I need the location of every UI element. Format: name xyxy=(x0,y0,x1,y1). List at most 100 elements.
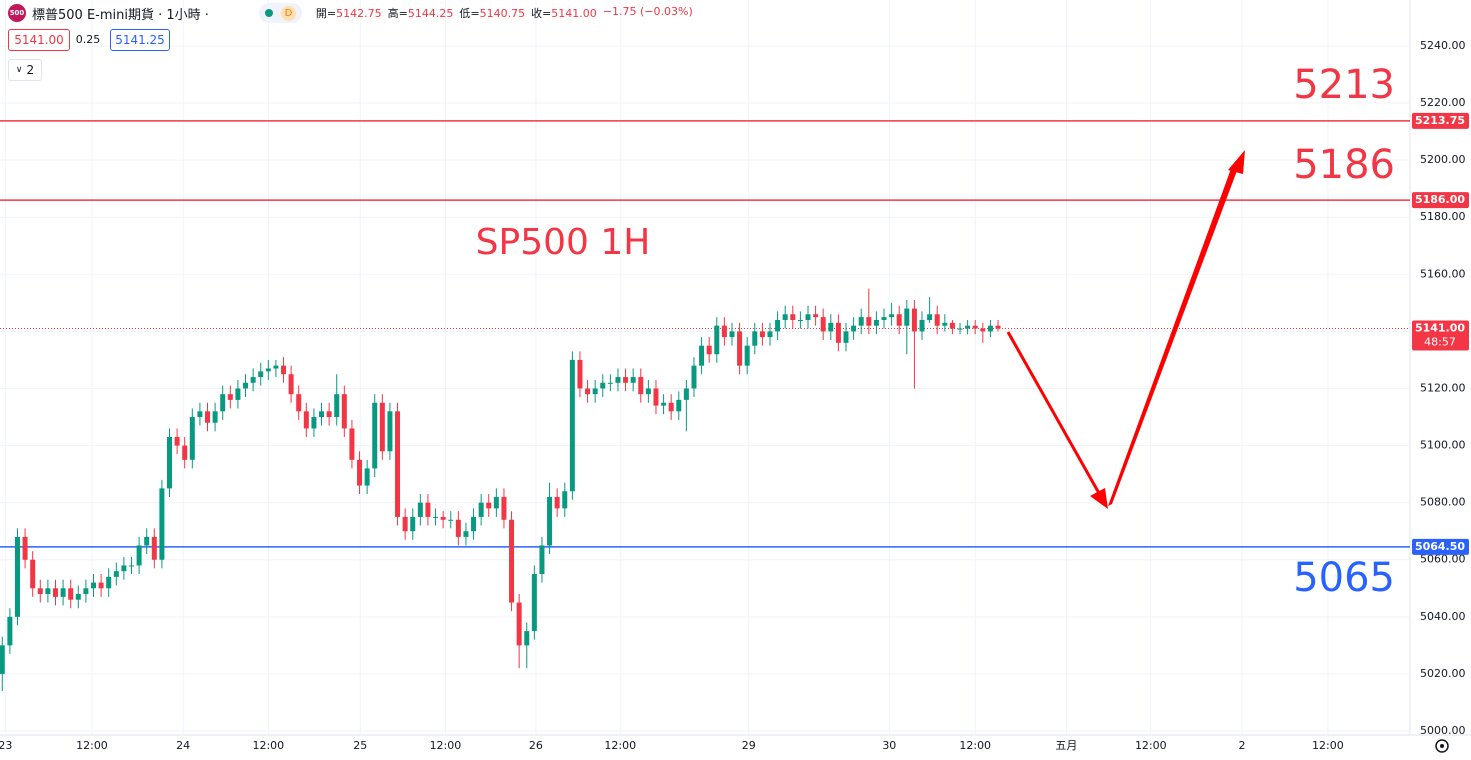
candle-body xyxy=(957,328,963,330)
candle-body xyxy=(691,365,697,389)
annotation: SP500 1H xyxy=(476,222,651,263)
candle-body xyxy=(250,377,256,383)
candle-body xyxy=(661,402,667,406)
status-dot xyxy=(264,9,273,17)
candle-body xyxy=(243,382,249,389)
candle-body xyxy=(296,394,302,412)
candle-body xyxy=(75,593,81,600)
candle-body xyxy=(440,516,446,520)
candle-body xyxy=(288,374,294,395)
candle-body xyxy=(14,536,20,617)
candle-body xyxy=(68,588,74,600)
y-tick-label: 5100.00 xyxy=(1420,439,1466,452)
candle-body xyxy=(0,645,5,674)
candle-body xyxy=(372,402,378,469)
candle-body xyxy=(30,559,36,589)
candle-body xyxy=(623,377,629,383)
ohlc-item: 收= xyxy=(531,7,552,20)
y-tick-label: 5240.00 xyxy=(1420,39,1466,52)
ohlc-item: 高= xyxy=(387,7,408,20)
y-tick-label: 5020.00 xyxy=(1420,667,1466,680)
candle-body xyxy=(630,377,636,383)
candle-body xyxy=(220,394,226,412)
candle-body xyxy=(516,602,522,646)
x-tick-label: 五月 xyxy=(1055,739,1077,752)
candle-body xyxy=(866,317,872,326)
ohlc-item: 5144.25 xyxy=(407,7,454,20)
countdown: 48:57 xyxy=(1424,336,1456,349)
candle-body xyxy=(600,382,606,389)
candle-body xyxy=(987,325,993,332)
candle-body xyxy=(121,565,127,572)
x-tick-label: 2 xyxy=(1239,739,1246,752)
x-tick-label: 30 xyxy=(882,739,896,752)
candle-body xyxy=(889,314,895,318)
candle-body xyxy=(896,314,902,326)
candle-body xyxy=(463,531,469,537)
candle-body xyxy=(531,574,537,632)
candle-body xyxy=(509,519,515,603)
x-tick-label: 12:00 xyxy=(76,739,108,752)
candle-body xyxy=(364,468,370,486)
y-tick-label: 5080.00 xyxy=(1420,496,1466,509)
candle-body xyxy=(128,565,134,567)
candle-body xyxy=(919,319,925,332)
candle-body xyxy=(174,437,180,446)
candle-body xyxy=(136,545,142,566)
symbol-title[interactable]: 標普500 E-mini期貨 · 1小時 · xyxy=(32,7,209,23)
candle-body xyxy=(729,331,735,338)
y-tick-label: 5040.00 xyxy=(1420,610,1466,623)
y-tick-label: 5060.00 xyxy=(1420,553,1466,566)
candle-body xyxy=(683,388,689,400)
candle-body xyxy=(98,582,104,589)
candle-body xyxy=(965,325,971,329)
y-tick-label: 5160.00 xyxy=(1420,267,1466,280)
candle-body xyxy=(797,319,803,321)
candle-body xyxy=(281,365,287,375)
candle-body xyxy=(752,331,758,346)
settings-icon[interactable] xyxy=(1435,739,1449,753)
candle-body xyxy=(273,365,279,369)
candle-body xyxy=(562,491,568,509)
candle-body xyxy=(83,588,89,594)
candle-body xyxy=(402,516,408,532)
x-tick-label: 25 xyxy=(353,739,367,752)
x-tick-label: 12:00 xyxy=(1312,739,1344,752)
candle-body xyxy=(645,388,651,395)
candle-body xyxy=(349,428,355,460)
bid-box[interactable]: 5141.00 xyxy=(8,29,70,51)
candle-body xyxy=(45,588,51,594)
y-tick-label: 5000.00 xyxy=(1420,724,1466,737)
candle-body xyxy=(790,314,796,320)
x-tick-label: 12:00 xyxy=(430,739,462,752)
candle-body xyxy=(607,382,613,384)
candle-body xyxy=(775,319,781,332)
ask-box[interactable]: 5141.25 xyxy=(110,29,170,51)
candle-body xyxy=(151,536,157,560)
y-tick-label: 5200.00 xyxy=(1420,153,1466,166)
x-tick-label: 12:00 xyxy=(604,739,636,752)
candle-body xyxy=(615,377,621,383)
candle-body xyxy=(737,331,743,366)
ohlc-item: 5142.75 xyxy=(336,7,382,20)
candle-body xyxy=(7,616,13,646)
ohlc-pair: 低=5140.75 xyxy=(459,5,525,21)
candle-body xyxy=(911,308,917,332)
target-label: 5213 xyxy=(1293,62,1395,108)
candle-body xyxy=(828,322,834,332)
candle-body xyxy=(326,411,332,418)
indicators-toggle[interactable]: ∨ 2 xyxy=(8,59,42,81)
candle-body xyxy=(858,317,864,326)
candle-body xyxy=(60,588,66,597)
status-pill[interactable]: D xyxy=(258,3,302,23)
arrow-down xyxy=(1006,331,1102,496)
interval-badge: D xyxy=(280,5,296,21)
y-tick-label: 5220.00 xyxy=(1420,96,1466,109)
candle-body xyxy=(638,377,644,395)
candle-body xyxy=(189,417,195,460)
candle-body xyxy=(980,328,986,332)
ohlc-pair: 高=5144.25 xyxy=(388,5,454,21)
last-price-label: 5141.00 xyxy=(1415,322,1465,335)
candle-body xyxy=(478,502,484,517)
